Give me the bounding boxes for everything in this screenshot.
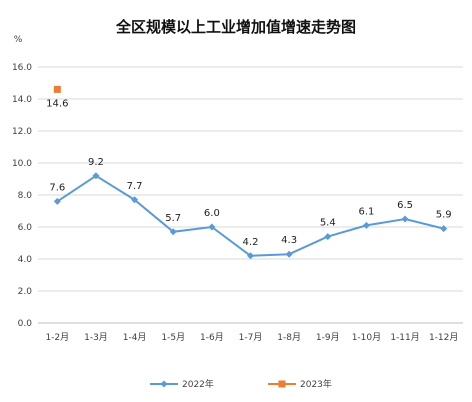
- legend-label: 2022年: [182, 378, 214, 390]
- data-label: 4.2: [243, 237, 259, 248]
- series-layer: [53, 85, 448, 260]
- x-tick-label: 1-6月: [200, 332, 224, 343]
- y-tick-label: 10.0: [12, 159, 32, 169]
- data-point: [208, 223, 216, 231]
- data-label: 5.9: [436, 210, 452, 221]
- data-label: 4.3: [281, 235, 297, 246]
- x-tick-label: 1-3月: [84, 332, 108, 343]
- data-label: 5.7: [165, 213, 181, 224]
- data-point: [285, 250, 293, 258]
- data-point: [131, 196, 139, 204]
- data-point: [169, 228, 177, 236]
- x-tick-label: 1-9月: [316, 332, 340, 343]
- data-label: 7.6: [49, 182, 65, 193]
- legend: 2022年 2023年: [150, 378, 332, 390]
- grid-lines: [38, 66, 463, 324]
- x-tick-label: 1-12月: [429, 332, 458, 343]
- y-tick-label: 0.0: [18, 319, 33, 329]
- y-tick-label: 6.0: [18, 223, 33, 233]
- y-tick-label: 14.0: [12, 95, 32, 105]
- data-label: 5.4: [320, 218, 336, 229]
- legend-marker: [278, 380, 286, 388]
- y-tick-label: 8.0: [18, 191, 33, 201]
- chart-title: 全区规模以上工业增加值增速走势图: [115, 18, 356, 36]
- x-axis-ticks: 1-2月 1-3月 1-4月 1-5月 1-6月 1-7月 1-8月 1-9月 1-10月 1-1…: [45, 332, 458, 343]
- data-point: [247, 252, 254, 260]
- data-point: [362, 221, 370, 229]
- data-label: 7.7: [127, 181, 143, 192]
- y-tick-label: 12.0: [12, 127, 32, 137]
- data-point: [53, 85, 61, 93]
- y-axis-unit: %: [14, 35, 23, 45]
- y-axis-ticks: 0.0 2.0 4.0 6.0 8.0 10.0 12.0 14.0 16.0: [12, 63, 32, 329]
- data-point: [324, 233, 332, 241]
- data-label: 9.2: [88, 157, 104, 168]
- data-point: [92, 172, 100, 180]
- data-label: 6.0: [204, 208, 220, 219]
- data-label: 6.5: [397, 200, 413, 211]
- y-tick-label: 4.0: [18, 255, 33, 265]
- x-tick-label: 1-5月: [161, 332, 185, 343]
- x-tick-label: 1-11月: [390, 332, 419, 343]
- y-tick-label: 16.0: [12, 63, 32, 73]
- data-labels: 7.6 9.2 7.7 5.7 6.0 4.2 4.3 5.4 6.1 6.5 5.9 14.6: [46, 98, 451, 247]
- x-tick-label: 1-10月: [352, 332, 381, 343]
- legend-marker: [160, 380, 168, 388]
- x-tick-label: 1-2月: [45, 332, 69, 343]
- x-tick-label: 1-4月: [123, 332, 147, 343]
- data-point: [440, 225, 448, 233]
- data-label: 6.1: [358, 206, 374, 217]
- data-point: [401, 215, 409, 223]
- data-point: [53, 197, 61, 205]
- data-label: 14.6: [46, 98, 68, 109]
- x-tick-label: 1-7月: [239, 332, 263, 343]
- x-tick-label: 1-8月: [277, 332, 301, 343]
- legend-label: 2023年: [300, 378, 332, 390]
- y-tick-label: 2.0: [18, 287, 33, 297]
